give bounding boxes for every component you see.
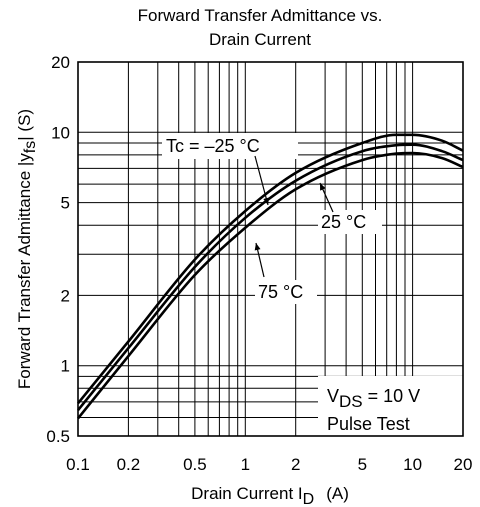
leader-tc-25-arrowhead <box>320 183 326 191</box>
chart-title-line-2: Drain Current <box>209 30 311 49</box>
condition-vds-value: = 10 V <box>363 386 421 406</box>
mask-tc-75 <box>255 280 317 304</box>
x-tick-label: 5 <box>358 455 367 474</box>
y-tick-label: 20 <box>51 53 70 72</box>
leader-tc-75-arrowhead <box>254 243 261 251</box>
y-axis-label: Forward Transfer Admittance |yfs| (S) <box>15 109 39 389</box>
y-tick-label: 0.5 <box>46 427 70 446</box>
y-tick-labels: 0.5 1 2 5 10 20 <box>46 53 70 446</box>
y-tick-label: 5 <box>61 194 70 213</box>
y-axis-label-subscript: fs <box>22 141 39 153</box>
grid-lines <box>78 62 463 436</box>
condition-vds: VDS = 10 V <box>327 386 420 411</box>
mask-tc-minus-25 <box>162 133 298 159</box>
annotation-leaders <box>254 155 334 278</box>
condition-vds-subscript: DS <box>339 392 363 411</box>
x-tick-labels: 0.1 0.2 0.5 1 2 5 10 20 <box>66 455 472 474</box>
series-curve-tc-25 <box>76 143 464 412</box>
label-background-masks <box>162 133 463 436</box>
x-tick-label: 0.2 <box>117 455 141 474</box>
x-axis-label-unit: (A) <box>326 484 349 503</box>
series-curve-tc-75 <box>76 151 464 420</box>
chart-title-line-1: Forward Transfer Admittance vs. <box>138 6 383 25</box>
x-tick-label: 10 <box>403 455 422 474</box>
x-tick-label: 0.1 <box>66 455 90 474</box>
x-axis-label: Drain Current ID (A) <box>191 484 349 507</box>
leader-tc-minus-25-arrowhead <box>263 197 270 205</box>
series-curve-tc-minus-25 <box>76 133 464 405</box>
x-tick-label: 2 <box>291 455 300 474</box>
label-tc-25: 25 °C <box>321 212 366 232</box>
x-axis-label-subscript: D <box>303 491 315 507</box>
condition-pulse-test: Pulse Test <box>327 414 410 434</box>
mask-tc-25 <box>318 210 382 234</box>
y-axis-label-main: Forward Transfer Admittance |y <box>15 153 34 389</box>
plot-frame <box>77 61 464 437</box>
x-tick-label: 1 <box>241 455 250 474</box>
mask-condition-box <box>318 376 463 436</box>
x-tick-label: 20 <box>454 455 473 474</box>
leader-tc-minus-25 <box>254 155 269 206</box>
condition-vds-v: V <box>327 386 339 406</box>
x-axis-label-main: Drain Current I <box>191 484 302 503</box>
y-tick-label: 2 <box>61 286 70 305</box>
x-tick-label: 0.5 <box>183 455 207 474</box>
label-tc-75: 75 °C <box>258 282 303 302</box>
y-axis-label-unit: | (S) <box>15 109 34 141</box>
series-curves <box>76 133 464 420</box>
label-tc-minus-25: Tc = –25 °C <box>166 136 260 156</box>
y-tick-label: 1 <box>61 357 70 376</box>
y-tick-label: 10 <box>51 123 70 142</box>
